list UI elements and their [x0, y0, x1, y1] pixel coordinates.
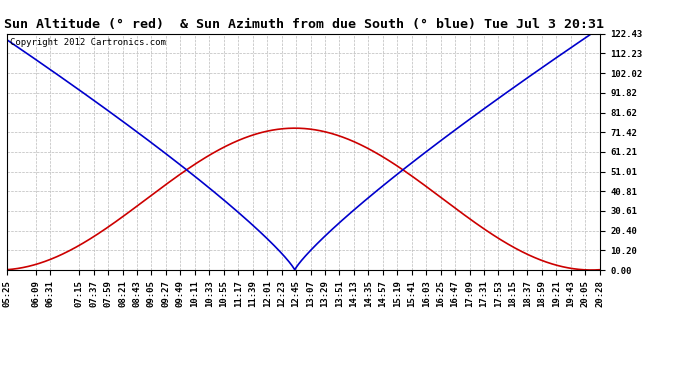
Title: Sun Altitude (° red)  & Sun Azimuth from due South (° blue) Tue Jul 3 20:31: Sun Altitude (° red) & Sun Azimuth from …	[3, 18, 604, 31]
Text: Copyright 2012 Cartronics.com: Copyright 2012 Cartronics.com	[10, 39, 166, 48]
